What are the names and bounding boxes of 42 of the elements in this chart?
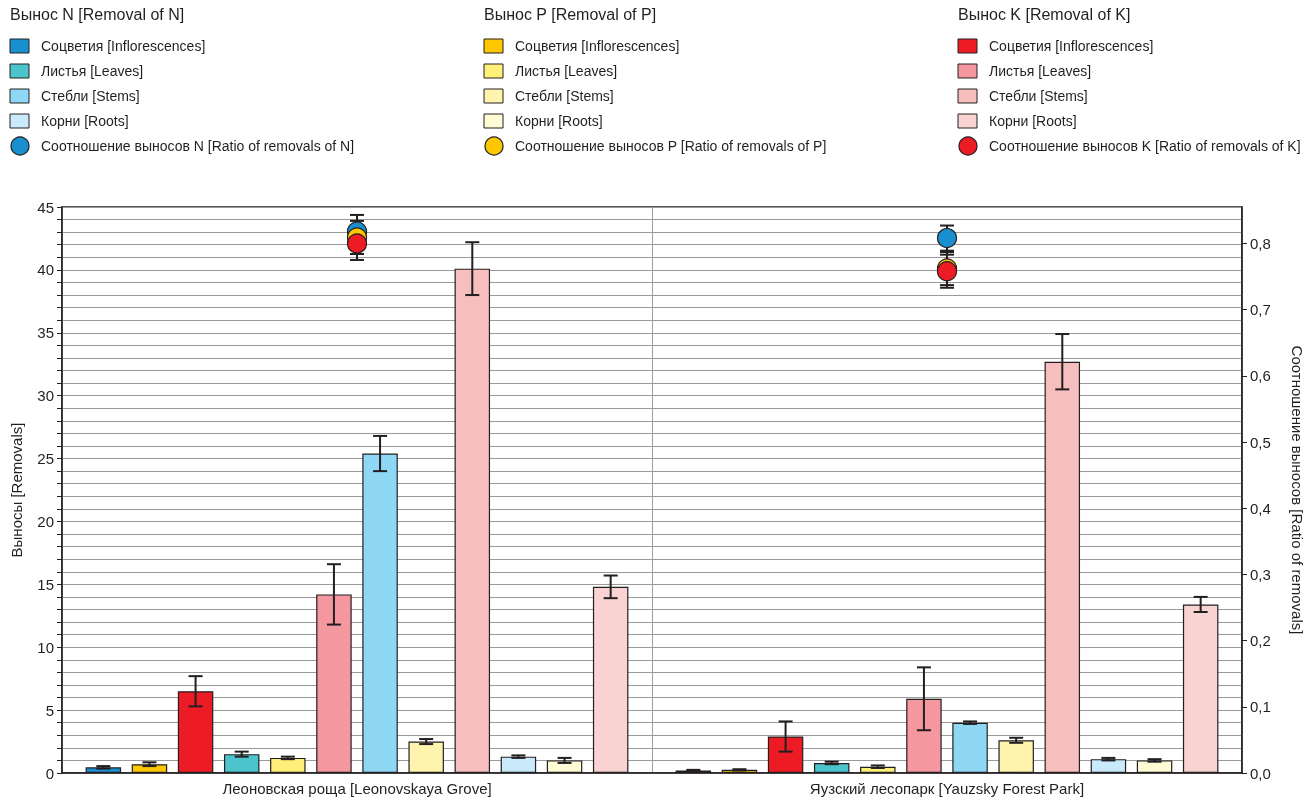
legend-label: Корни [Roots] <box>989 113 1077 129</box>
y2-tick-label: 0,8 <box>1250 234 1271 252</box>
y2-tick-label: 0,3 <box>1250 565 1271 583</box>
legend-label: Соотношение выносов N [Ratio of removals of N] <box>41 138 355 154</box>
legend-label: Соотношение выносов P [Ratio of removals of P] <box>515 138 827 154</box>
legend-label: Стебли [Stems] <box>989 88 1088 104</box>
y-tick-label: 40 <box>37 261 54 279</box>
y-tick-label: 45 <box>37 198 54 216</box>
legend-label: Листья [Leaves] <box>989 63 1092 79</box>
y-axis-title: Выносы [Removals] <box>8 422 25 558</box>
text: Вынос N [Removal of N] <box>10 5 185 23</box>
y2-tick-label: 0,5 <box>1250 433 1271 451</box>
y-tick-label: 25 <box>37 450 54 468</box>
y-tick-label: 35 <box>37 324 54 342</box>
y2-tick-label: 0,1 <box>1250 698 1271 716</box>
x-tick-label: Яузский лесопарк [Yauzsky Forest Park] <box>809 780 1085 797</box>
point <box>346 233 368 254</box>
y-tick-label: 5 <box>45 701 54 719</box>
y2-axis-title: Соотношение выносов [Ratio of removals] <box>1289 345 1306 635</box>
text: Вынос K [Removal of K] <box>958 5 1131 23</box>
y-tick-label: 10 <box>37 638 54 656</box>
y2-tick-label: 0,0 <box>1250 764 1271 782</box>
legend-label: Листья [Leaves] <box>515 63 618 79</box>
y2-tick-label: 0,4 <box>1250 499 1271 517</box>
x-tick-label: Леоновская роща [Leonovskaya Grove] <box>222 780 492 797</box>
legend-label: Соцветия [Inflorescences] <box>41 38 206 54</box>
y-tick-label: 15 <box>37 575 54 593</box>
legend-label: Корни [Roots] <box>41 113 129 129</box>
legend-label: Соотношение выносов K [Ratio of removals of K] <box>989 138 1301 154</box>
legend-label: Корни [Roots] <box>515 113 603 129</box>
y-tick-label: 30 <box>37 387 54 405</box>
y-tick-label: 20 <box>37 512 54 530</box>
legend-label: Листья [Leaves] <box>41 63 144 79</box>
y2-tick-label: 0,2 <box>1250 632 1271 650</box>
legend-label: Стебли [Stems] <box>41 88 140 104</box>
y-tick-label: 0 <box>45 764 54 782</box>
legend-label: Соцветия [Inflorescences] <box>989 38 1154 54</box>
y2-tick-label: 0,6 <box>1250 367 1271 385</box>
legend-label: Соцветия [Inflorescences] <box>515 38 680 54</box>
text: Вынос P [Removal of P] <box>484 5 657 23</box>
y2-tick-label: 0,7 <box>1250 301 1271 319</box>
legend-label: Стебли [Stems] <box>515 88 614 104</box>
